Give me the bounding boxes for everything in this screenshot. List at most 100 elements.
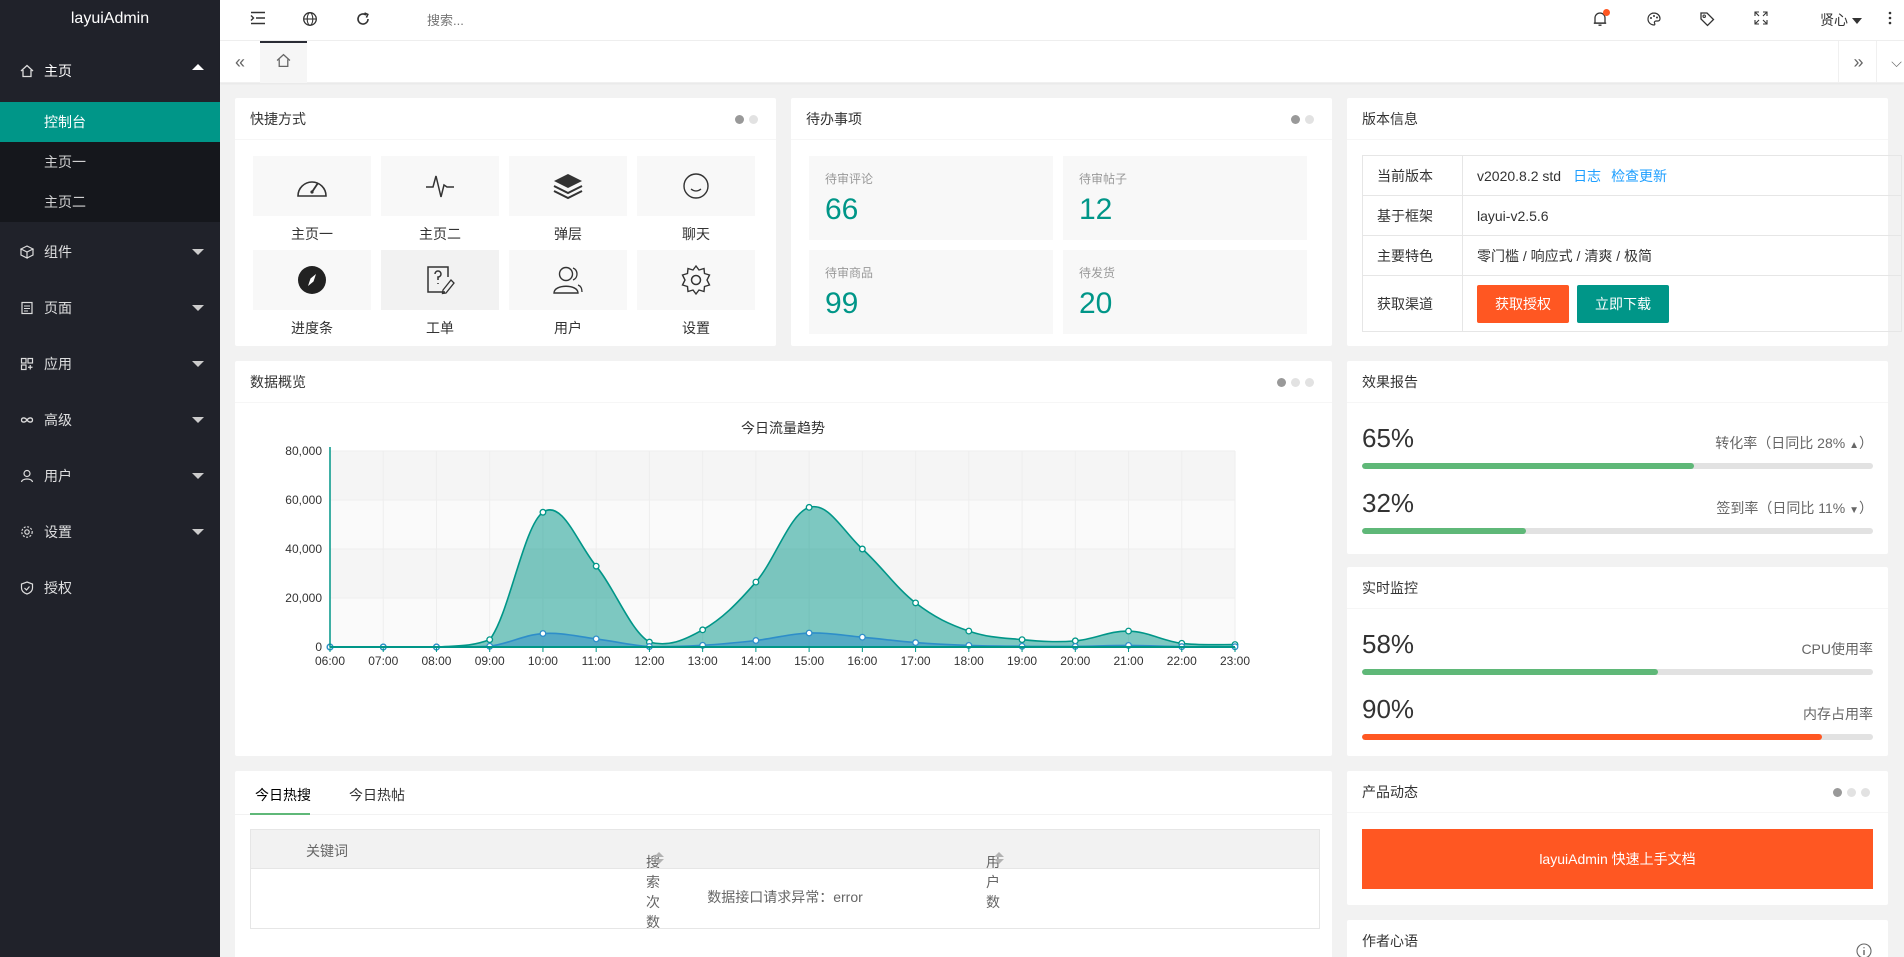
todo-count: 20 — [1079, 287, 1113, 320]
y-tick-label: 0 — [315, 640, 322, 654]
x-tick-label: 14:00 — [741, 654, 771, 668]
shortcut-item[interactable]: 聊天 — [637, 156, 755, 250]
hot-search-card: 今日热搜 今日热帖 关键词 搜索次数 用户数 数据接口请求异常：error — [235, 771, 1332, 957]
card-title: 版本信息 — [1362, 111, 1418, 127]
metric-desc: CPU使用率 — [1801, 641, 1873, 657]
user-menu[interactable]: 贤心 — [1820, 10, 1862, 30]
version-table: 当前版本 v2020.8.2 std 日志 检查更新 基于框架 layui-v2.5… — [1362, 155, 1902, 332]
sidebar-item-pages[interactable]: 页面 — [0, 280, 220, 336]
sidebar-item-advanced[interactable]: 高级 — [0, 392, 220, 448]
changelog-link[interactable]: 日志 — [1573, 167, 1602, 184]
info-icon[interactable] — [1856, 933, 1872, 957]
sidebar-item-label: 用户 — [44, 468, 72, 484]
metric-desc: 签到率（日同比 11% ▼） — [1716, 500, 1873, 516]
tabs-next-icon[interactable]: » — [1838, 41, 1878, 83]
sidebar-item-components[interactable]: 组件 — [0, 224, 220, 280]
get-license-button[interactable]: 获取授权 — [1477, 284, 1569, 323]
tab-hot-search[interactable]: 今日热搜 — [255, 787, 311, 803]
x-tick-label: 20:00 — [1060, 654, 1090, 668]
globe-icon[interactable] — [301, 11, 319, 29]
tag-icon[interactable] — [1698, 11, 1716, 29]
y-tick-label: 20,000 — [285, 591, 322, 605]
data-point — [752, 578, 760, 586]
shortcut-item[interactable]: 用户 — [509, 250, 627, 344]
carousel-dots[interactable] — [1833, 788, 1870, 797]
row-label: 基于框架 — [1362, 195, 1463, 236]
sidebar-item-apps[interactable]: 应用 — [0, 336, 220, 392]
y-tick-label: 60,000 — [285, 493, 322, 507]
carousel-dots[interactable] — [1291, 115, 1314, 124]
shortcut-label: 弹层 — [554, 226, 582, 242]
sort-icon[interactable] — [654, 852, 664, 864]
caret-down-icon — [192, 361, 204, 367]
table-empty-message: 数据接口请求异常：error — [250, 869, 1320, 929]
tab-home[interactable] — [260, 41, 307, 83]
data-point — [1125, 627, 1132, 635]
grid-band — [330, 451, 1235, 500]
metric-value: 90% — [1362, 694, 1415, 724]
tab-hot-posts[interactable]: 今日热帖 — [349, 787, 405, 803]
sidebar-subitem-home1[interactable]: 主页一 — [44, 154, 86, 170]
more-vertical-icon[interactable] — [1886, 11, 1894, 29]
todo-item[interactable]: 待审商品 99 — [809, 250, 1053, 334]
x-tick-label: 23:00 — [1220, 654, 1250, 668]
shortcut-label: 主页二 — [419, 226, 461, 242]
ticket-icon — [427, 266, 455, 295]
tabs-dropdown-icon[interactable]: ⌵ — [1876, 41, 1904, 83]
todo-item[interactable]: 待审评论 66 — [809, 156, 1053, 240]
menu-fold-icon[interactable] — [249, 11, 267, 29]
todo-item[interactable]: 待审帖子 12 — [1063, 156, 1307, 240]
caret-down-icon — [192, 305, 204, 311]
sidebar-subitem-console[interactable]: 控制台 — [0, 102, 220, 142]
theme-palette-icon[interactable] — [1645, 11, 1663, 29]
shortcut-item[interactable]: 工单 — [381, 250, 499, 344]
fullscreen-icon[interactable] — [1752, 11, 1770, 29]
app-logo[interactable]: layuiAdmin — [70, 10, 150, 27]
gear-icon — [681, 264, 711, 296]
quickstart-doc-banner[interactable]: layuiAdmin 快速上手文档 — [1362, 829, 1873, 889]
progress-fill — [1362, 669, 1659, 675]
shortcut-item[interactable]: 弹层 — [509, 156, 627, 250]
metric-value: 65% — [1362, 423, 1415, 453]
shortcut-item[interactable]: 设置 — [637, 250, 755, 344]
card-title: 待办事项 — [806, 111, 862, 127]
shortcut-item[interactable]: 进度条 — [253, 250, 371, 344]
shortcut-item[interactable]: 主页二 — [381, 156, 499, 250]
shortcut-label: 聊天 — [682, 226, 710, 242]
todo-item[interactable]: 待发货 20 — [1063, 250, 1307, 334]
search-input[interactable] — [427, 10, 577, 30]
carousel-dots[interactable] — [1277, 378, 1314, 387]
series-area — [330, 506, 1235, 647]
row-label: 当前版本 — [1362, 155, 1463, 196]
data-point — [539, 508, 547, 516]
notification-dot — [1603, 9, 1610, 16]
tabs-prev-icon[interactable]: « — [234, 52, 245, 72]
download-button[interactable]: 立即下载 — [1577, 284, 1669, 323]
sidebar-item-settings[interactable]: 设置 — [0, 504, 220, 560]
cpu-metric: 58% CPU使用率 — [1362, 629, 1873, 675]
shortcut-label: 进度条 — [291, 320, 333, 336]
shortcut-item[interactable]: 主页一 — [253, 156, 371, 250]
effect-report-card: 效果报告 65% 转化率（日同比 28% ▲） 32% 签到率（日同比 11% … — [1347, 361, 1888, 554]
check-update-link[interactable]: 检查更新 — [1611, 167, 1668, 184]
component-icon — [19, 245, 35, 259]
smile-icon — [683, 173, 709, 199]
todo-label: 待审商品 — [825, 266, 874, 280]
sidebar-item-auth[interactable]: 授权 — [0, 560, 220, 616]
todo-label: 待发货 — [1079, 266, 1116, 280]
refresh-icon[interactable] — [354, 11, 372, 29]
sidebar-item-home[interactable]: 主页 — [0, 40, 220, 102]
data-point — [805, 629, 813, 637]
sidebar-subnav: 控制台 主页一 主页二 — [0, 102, 220, 222]
todo-count: 99 — [825, 287, 859, 320]
traffic-chart[interactable]: 今日流量趋势 0 20,000 40,000 60,000 80,000 06:00 07:… — [235, 403, 1332, 755]
card-header: 效果报告 — [1347, 361, 1888, 403]
notification-bell-icon[interactable] — [1591, 9, 1610, 29]
sort-icon[interactable] — [994, 852, 1004, 864]
sidebar-item-users[interactable]: 用户 — [0, 448, 220, 504]
progress-bar — [1362, 734, 1873, 740]
app-icon — [20, 357, 34, 371]
sidebar-subitem-home2[interactable]: 主页二 — [44, 194, 86, 210]
progress-fill — [1362, 734, 1822, 740]
carousel-dots[interactable] — [735, 115, 758, 124]
